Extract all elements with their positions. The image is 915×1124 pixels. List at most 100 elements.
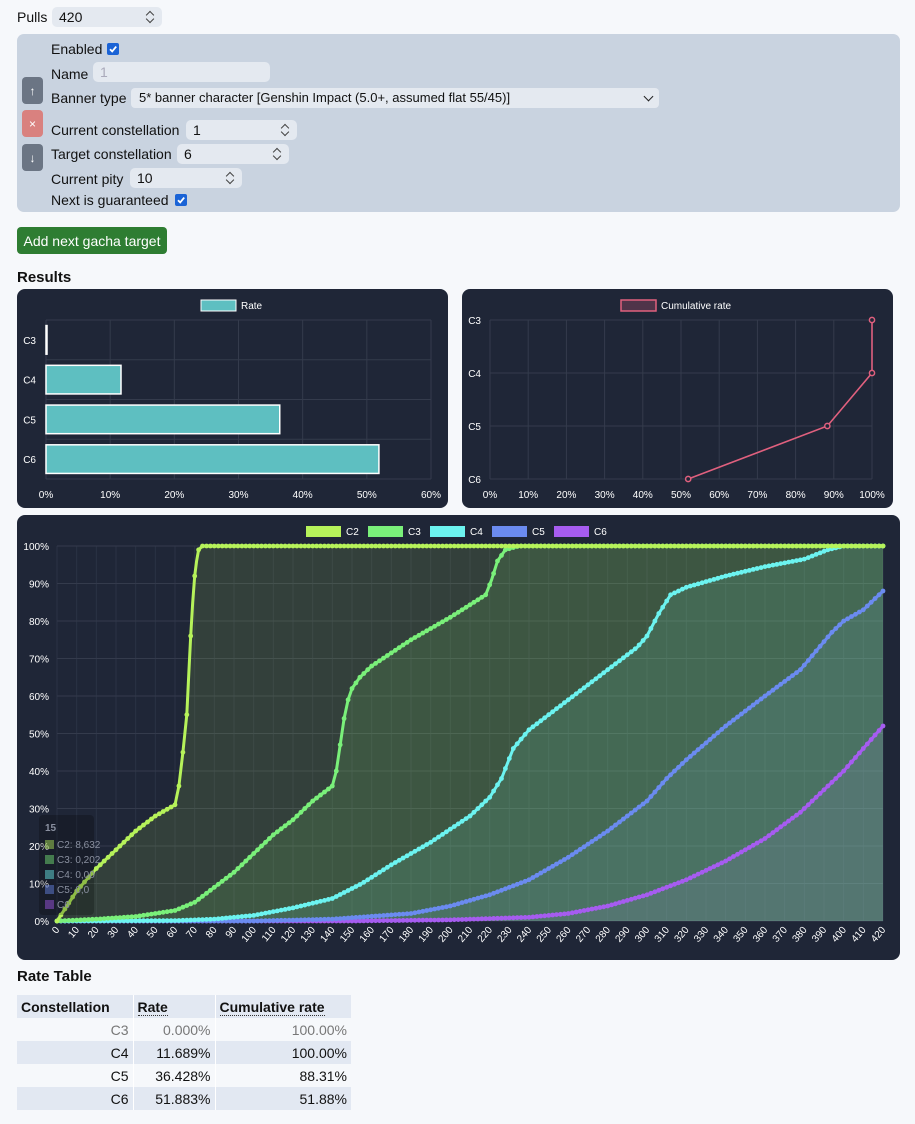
data-point [180, 917, 186, 923]
current-constellation-input[interactable]: 1 [186, 120, 297, 140]
data-point [385, 543, 390, 549]
x-tick-label: 400 [830, 925, 849, 945]
data-point [184, 903, 190, 908]
move-down-button[interactable]: ↓ [22, 144, 43, 171]
spinner-icon[interactable] [281, 123, 289, 137]
x-tick-label: 140 [318, 925, 337, 945]
data-point [314, 917, 319, 922]
data-point [687, 543, 693, 549]
data-point [703, 740, 709, 746]
data-point [727, 572, 732, 578]
data-point [719, 727, 725, 732]
cell-constellation: C5 [110, 1067, 129, 1084]
data-point [463, 899, 469, 904]
data-point [428, 907, 434, 913]
data-point [593, 676, 599, 682]
data-point [499, 915, 504, 921]
data-point [353, 915, 359, 920]
data-point [156, 811, 162, 817]
data-point [385, 912, 390, 918]
guaranteed-checkbox[interactable] [175, 194, 187, 206]
data-point [239, 914, 245, 919]
data-point [381, 918, 386, 923]
x-tick-label: 80 [204, 925, 220, 941]
data-point [184, 712, 190, 718]
data-point [841, 618, 847, 624]
data-point [105, 854, 111, 860]
header-constellation[interactable]: Constellation [17, 995, 133, 1018]
data-point [605, 828, 611, 834]
data-point [211, 916, 217, 922]
data-point [424, 908, 430, 913]
data-point [117, 915, 123, 920]
data-point [503, 547, 508, 553]
cell-constellation: C4 [17, 1041, 133, 1064]
check-icon [109, 46, 117, 53]
data-point [597, 673, 603, 679]
y-tick-label: 20% [29, 842, 49, 853]
move-up-button[interactable]: ↑ [22, 77, 43, 104]
data-point [141, 912, 146, 918]
header-rate[interactable]: Rate [132, 995, 215, 1018]
data-point [373, 661, 378, 666]
banner-type-select[interactable]: 5* banner character [Genshin Impact (5.0… [131, 88, 659, 108]
pulls-input[interactable]: 420 [52, 7, 162, 27]
data-point [624, 813, 630, 819]
spinner-icon[interactable] [146, 10, 154, 24]
data-point [62, 906, 68, 912]
current-pity-input[interactable]: 10 [130, 168, 242, 188]
remove-target-button[interactable]: × [22, 110, 43, 137]
data-point [231, 918, 237, 924]
data-point [444, 543, 449, 549]
target-constellation-input[interactable]: 6 [177, 144, 289, 164]
data-point [152, 911, 158, 916]
y-tick-label: C6 [23, 455, 36, 466]
x-tick-label: 50 [145, 925, 161, 941]
cell-cumulative: 51.88% [214, 1087, 351, 1110]
data-point [326, 786, 331, 792]
data-point [70, 894, 76, 900]
spinner-icon[interactable] [226, 171, 234, 185]
header-cumulative-rate[interactable]: Cumulative rate [214, 995, 351, 1018]
legend-label: C6 [594, 527, 607, 538]
data-point [412, 910, 418, 916]
data-point [656, 611, 662, 616]
data-point [223, 875, 229, 881]
data-point [746, 705, 752, 711]
data-point [617, 658, 622, 664]
data-point [758, 696, 764, 702]
data-point [648, 626, 654, 631]
data-point [259, 918, 264, 924]
name-input[interactable]: 1 [93, 62, 270, 82]
data-point [408, 543, 414, 549]
data-point [880, 588, 886, 594]
data-point [58, 912, 64, 918]
data-point [255, 918, 260, 924]
data-point [491, 916, 496, 921]
data-point [353, 543, 359, 549]
data-point [821, 548, 827, 554]
x-tick-label: 40 [125, 925, 141, 941]
data-point [204, 917, 209, 922]
data-point [392, 543, 398, 549]
data-point [837, 772, 843, 778]
data-point [526, 914, 532, 920]
spinner-icon[interactable] [273, 147, 281, 161]
data-point [829, 629, 835, 635]
data-point [707, 866, 713, 871]
chevron-down-icon [643, 91, 654, 102]
x-tick-label: 20% [556, 490, 576, 501]
data-point [447, 903, 453, 909]
data-point [298, 809, 304, 815]
data-point [691, 750, 697, 756]
add-gacha-target-button[interactable]: Add next gacha target [17, 227, 167, 254]
data-point [282, 917, 288, 923]
data-point [306, 917, 312, 923]
enabled-checkbox[interactable] [107, 43, 119, 55]
x-tick-label: 310 [653, 925, 672, 945]
data-point [274, 918, 280, 923]
data-point [562, 857, 567, 862]
data-point [329, 896, 335, 901]
legend-swatch-C3 [368, 526, 403, 537]
x-tick-label: 260 [554, 925, 573, 945]
